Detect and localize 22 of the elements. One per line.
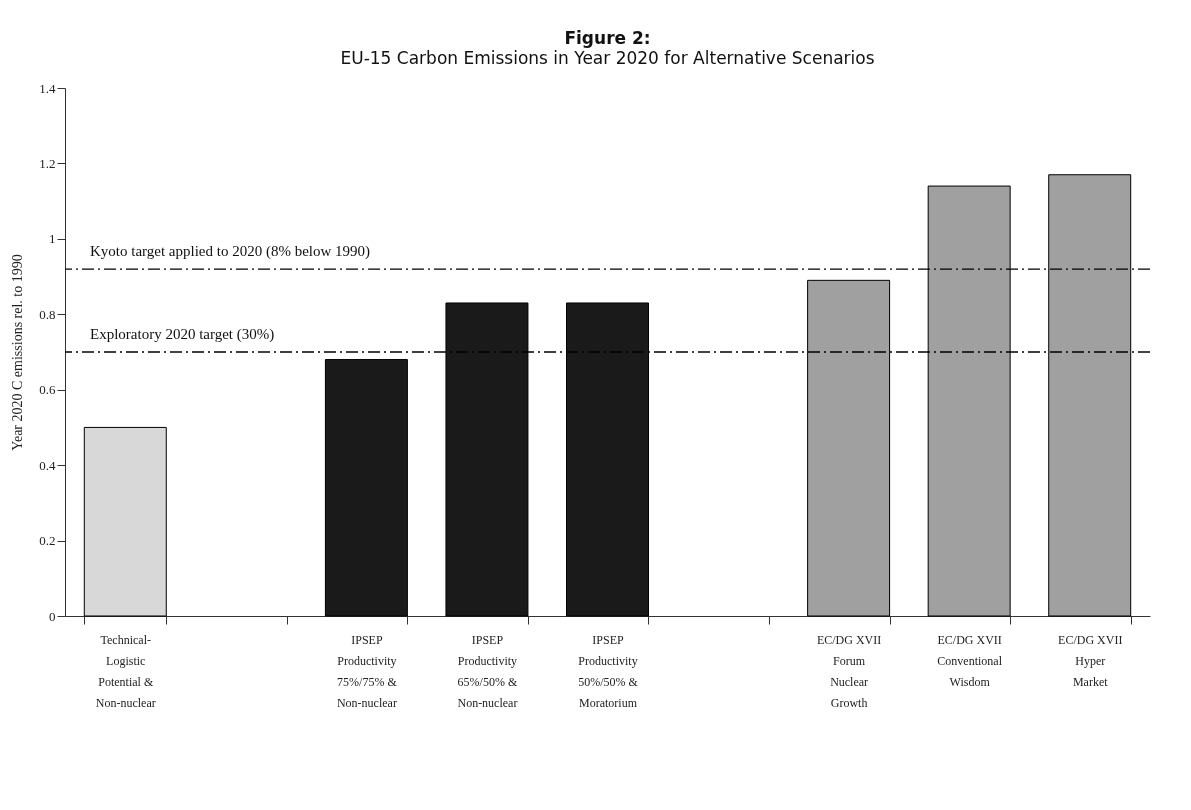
bar (83, 426, 167, 617)
y-tick-label: 0.8 (39, 306, 56, 322)
x-tick-label: EC/DG XVII Forum Nuclear Growth (816, 632, 882, 710)
y-axis-title: Year 2020 C emissions rel. to 1990 (10, 254, 26, 451)
x-tick-label: IPSEP Productivity 75%/75% & Non-nuclear (336, 632, 398, 710)
x-tick-label: IPSEP Productivity 50%/50% & Moratorium (578, 632, 639, 710)
chart-subtitle: EU-15 Carbon Emissions in Year 2020 for Alternative Scenarios (340, 48, 875, 68)
x-tick-label: IPSEP Productivity 65%/50% & Non-nuclear (457, 632, 518, 710)
y-tick-label: 0.6 (39, 382, 56, 398)
ref-line-label: Exploratory 2020 target (30%) (90, 326, 275, 343)
y-tick-label: 1 (49, 231, 56, 247)
y-tick-label: 0.4 (39, 457, 56, 473)
y-tick-label: 1.2 (39, 155, 56, 171)
chart-title: Figure 2: (564, 28, 651, 48)
x-tick-label: EC/DG XVII Hyper Market (1058, 632, 1123, 689)
y-tick-label: 0 (49, 608, 56, 624)
ref-line-label: Kyoto target applied to 2020 (8% below 1990) (90, 243, 371, 261)
x-tick-label: Technical- Logistic Potential & Non-nuclear (95, 632, 156, 710)
y-tick-label: 0.2 (39, 533, 56, 549)
bar (324, 359, 408, 617)
y-tick-label: 1.4 (39, 80, 56, 96)
x-tick-label: EC/DG XVII Conventional Wisdom (937, 632, 1003, 689)
